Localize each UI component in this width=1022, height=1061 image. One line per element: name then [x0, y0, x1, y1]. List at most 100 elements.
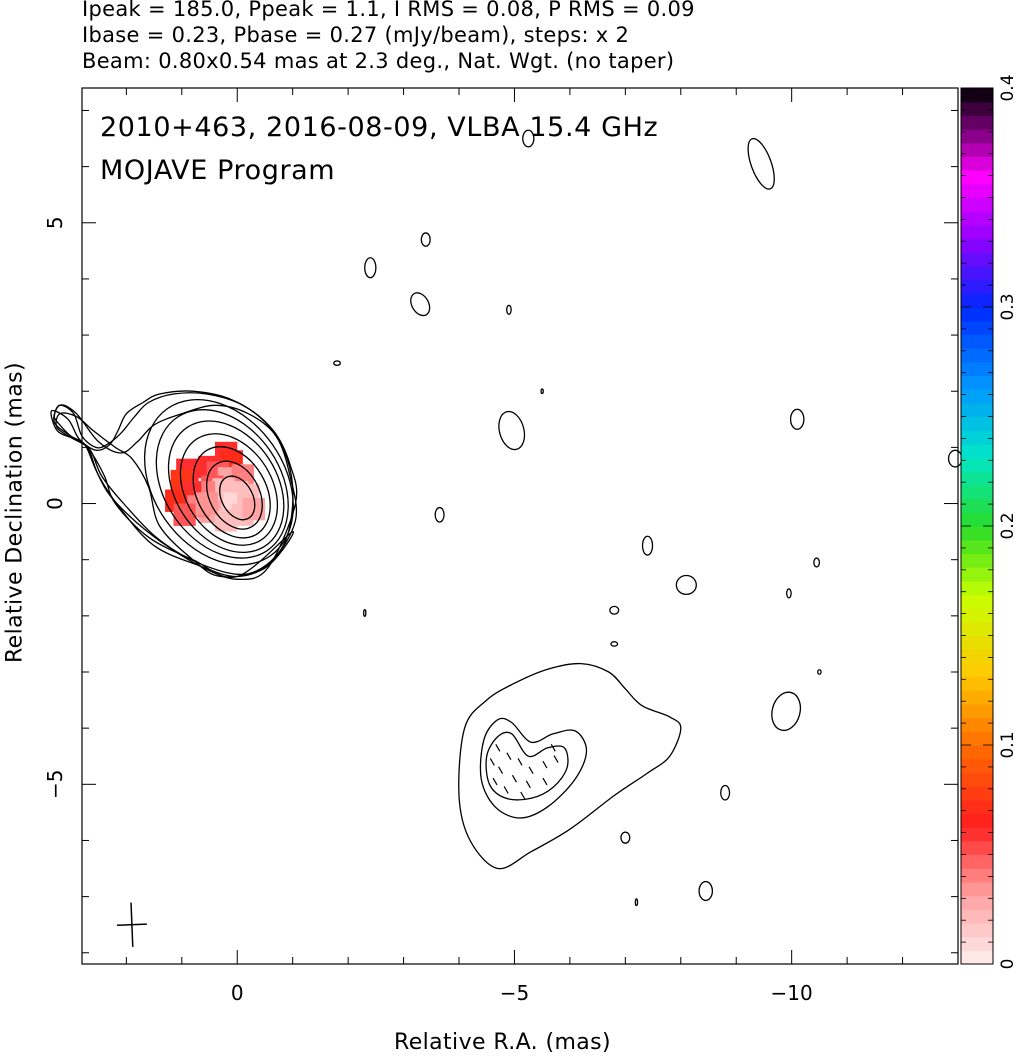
noise-contour — [363, 609, 367, 618]
evpa-tick — [492, 777, 498, 786]
colorbar-tick-label: 0.4 — [998, 74, 1018, 101]
colorbar-step — [961, 580, 993, 596]
colorbar-step — [961, 676, 993, 691]
noise-contour — [813, 557, 821, 568]
evpa-tick — [489, 758, 495, 766]
colorbar-step — [961, 717, 993, 732]
colorbar-step — [961, 662, 993, 678]
x-tick-label: −10 — [771, 981, 813, 1005]
noise-contour — [610, 641, 619, 647]
core-contour — [167, 420, 285, 554]
colorbar-step — [961, 307, 993, 322]
colorbar-step — [961, 786, 993, 801]
colorbar-step — [961, 430, 993, 445]
x-tick-label: 0 — [231, 981, 244, 1005]
evpa-tick — [506, 752, 512, 760]
colorbar-step — [961, 703, 993, 719]
colorbar-step — [961, 334, 993, 349]
core-outer-contour — [53, 404, 298, 578]
y-tick-label: 5 — [43, 216, 67, 229]
colorbar-step — [961, 142, 993, 158]
evpa-ticks — [489, 744, 559, 800]
header-line-2: Ibase = 0.23, Pbase = 0.27 (mJy/beam), s… — [82, 23, 630, 47]
contour-lines — [50, 129, 963, 907]
noise-contour — [698, 880, 714, 902]
colorbar-step — [961, 827, 993, 842]
noise-contour — [498, 410, 526, 451]
colorbar-step — [961, 840, 993, 856]
noise-contour — [947, 449, 963, 468]
colorbar-tick-label: 0.1 — [998, 731, 1018, 758]
colorbar-step — [961, 567, 993, 582]
colorbar-step — [961, 416, 993, 431]
colorbar-step — [961, 183, 993, 199]
colorbar-step — [961, 471, 993, 486]
x-tick-label: −5 — [500, 981, 529, 1005]
colorbar-tick-label: 0.2 — [998, 512, 1018, 539]
evpa-tick — [542, 777, 548, 786]
evpa-tick — [520, 791, 526, 800]
noise-contour — [333, 360, 342, 367]
colorbar-step — [961, 211, 993, 226]
colorbar-step — [961, 265, 993, 281]
x-axis-label: Relative R.A. (mas) — [394, 1030, 611, 1055]
colorbar-step — [961, 512, 993, 527]
header-line-1: Ipeak = 185.0, Ppeak = 1.1, I RMS = 0.08… — [82, 0, 695, 21]
colorbar-step — [961, 909, 993, 924]
jet-contour — [485, 731, 569, 801]
noise-contour — [364, 257, 377, 279]
colorbar-step — [961, 224, 993, 240]
colorbar-step — [961, 361, 993, 377]
evpa-tick — [525, 780, 531, 789]
colorbar-step — [961, 635, 993, 650]
core-contour — [219, 475, 256, 521]
evpa-tick — [503, 786, 509, 794]
noise-contour — [641, 535, 654, 556]
colorbar-step — [961, 922, 993, 938]
colorbar-step — [961, 293, 993, 308]
core-contour — [192, 446, 271, 539]
noise-contour — [789, 408, 805, 430]
colorbar-step — [961, 621, 993, 637]
core-contour — [179, 433, 279, 546]
noise-contour — [420, 232, 431, 247]
evpa-tick — [498, 766, 504, 775]
plot-title-line-2: MOJAVE Program — [100, 155, 336, 186]
noise-contour — [747, 137, 775, 190]
core-contour — [143, 398, 294, 566]
evpa-tick — [553, 755, 559, 763]
plot-title-line-1: 2010+463, 2016-08-09, VLBA 15.4 GHz — [100, 112, 659, 143]
beam-marker — [116, 902, 147, 947]
noise-contour — [620, 831, 631, 844]
core-contour — [206, 460, 263, 530]
colorbar-step — [961, 88, 993, 103]
colorbar-step — [961, 252, 993, 267]
noise-contour — [720, 784, 731, 801]
noise-contour — [771, 691, 802, 732]
noise-contour — [609, 605, 620, 615]
colorbar-step — [961, 238, 993, 253]
noise-contour — [506, 304, 512, 315]
colorbar-step — [961, 389, 993, 404]
colorbar-step — [961, 526, 993, 541]
colorbar-step — [961, 799, 993, 815]
colorbar-step — [961, 484, 993, 500]
colorbar-step — [961, 101, 993, 116]
colorbar-step — [961, 197, 993, 212]
colorbar-step — [961, 895, 993, 910]
colorbar-step — [961, 348, 993, 363]
colorbar-step — [961, 690, 993, 705]
noise-contour — [522, 129, 535, 148]
evpa-tick — [528, 766, 534, 775]
core-contour — [155, 409, 289, 559]
colorbar-step — [961, 608, 993, 623]
colorbar-tick-label: 0 — [998, 959, 1018, 970]
y-tick-label: −5 — [43, 770, 67, 799]
colorbar-step — [961, 758, 993, 773]
colorbar-step — [961, 731, 993, 746]
beam-minor-axis — [116, 923, 147, 927]
colorbar-step — [961, 936, 993, 951]
noise-contour — [540, 388, 544, 395]
colorbar-step — [961, 539, 993, 554]
